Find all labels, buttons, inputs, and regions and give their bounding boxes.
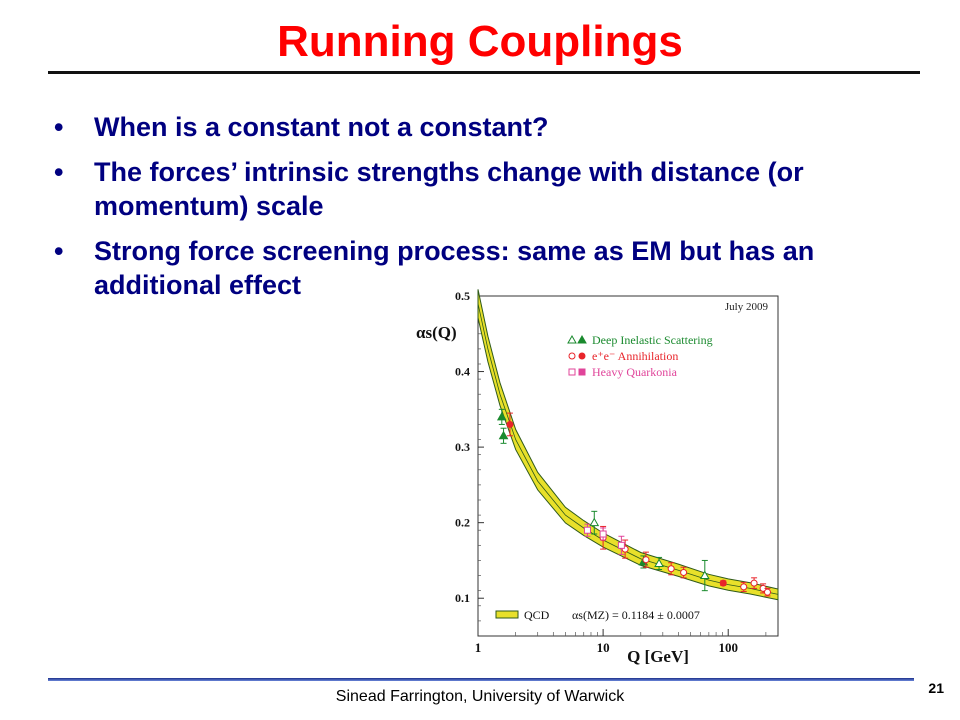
chart-date-annotation: July 2009 <box>725 301 769 313</box>
bullet-list: • When is a constant not a constant? • The… <box>54 110 924 313</box>
data-point <box>763 587 771 597</box>
qcd-alpha-value: αs(MZ) = 0.1184 ± 0.0007 <box>572 608 700 622</box>
x-tick-label: 1 <box>475 640 482 655</box>
data-point <box>740 581 748 592</box>
point-marker <box>719 579 727 587</box>
y-tick-label: 0.4 <box>455 365 470 379</box>
data-point <box>642 551 650 568</box>
point-marker <box>599 530 607 538</box>
point-marker <box>642 556 650 564</box>
y-tick-label: 0.1 <box>455 591 470 605</box>
bullet-glyph: • <box>54 157 64 187</box>
bullet-glyph: • <box>54 112 64 142</box>
bullet-text: The forces’ intrinsic strengths change w… <box>94 157 804 221</box>
point-marker <box>763 588 771 596</box>
legend-marker-filled <box>577 334 587 344</box>
page-number: 21 <box>928 680 944 696</box>
data-point <box>589 510 600 535</box>
legend-entry: Heavy Quarkonia <box>568 365 678 379</box>
legend-label: e⁺e⁻ Annihilation <box>592 349 678 363</box>
legend-entry: e⁺e⁻ Annihilation <box>568 349 678 363</box>
footer-author: Sinead Farrington, University of Warwick <box>335 688 625 705</box>
legend-marker-filled <box>578 368 586 376</box>
point-marker <box>740 583 748 591</box>
data-point <box>699 559 710 592</box>
alpha-s-running-chart: 0.1 0.2 0.3 0.4 0.5 1 10 100 Deep Inelastic Sca… <box>416 289 779 666</box>
legend-marker-open <box>568 352 576 360</box>
title-underline <box>48 71 920 74</box>
data-point <box>680 566 688 579</box>
point-marker <box>496 411 507 421</box>
x-axis-label: Q [GeV] <box>627 647 689 666</box>
point-marker <box>750 579 758 587</box>
x-tick-label: 100 <box>718 640 738 655</box>
point-marker <box>667 565 675 573</box>
bullet-glyph: • <box>54 236 64 266</box>
data-point <box>617 535 625 555</box>
footer-rule <box>48 678 914 681</box>
y-tick-label: 0.2 <box>455 516 470 530</box>
point-marker <box>506 420 514 428</box>
y-axis-label: αs(Q) <box>416 323 457 342</box>
point-marker <box>583 526 591 534</box>
point-marker <box>654 558 664 567</box>
data-point <box>583 523 591 537</box>
qcd-legend: QCD αs(MZ) = 0.1184 ± 0.0007 <box>495 608 700 622</box>
bullet-item: • Strong force screening process: same as… <box>54 234 924 302</box>
data-point <box>599 527 607 541</box>
y-tick-label: 0.5 <box>455 289 470 303</box>
qcd-legend-label: QCD <box>524 608 550 622</box>
point-marker <box>617 541 625 549</box>
point-marker <box>699 570 710 580</box>
bullet-text: When is a constant not a constant? <box>94 112 549 142</box>
data-point <box>654 556 664 571</box>
x-tick-label: 10 <box>597 640 610 655</box>
legend-marker-filled <box>578 352 586 360</box>
bullet-text: Strong force screening process: same as … <box>94 236 815 300</box>
point-marker <box>680 569 688 577</box>
y-tick-label: 0.3 <box>455 440 470 454</box>
legend-label: Heavy Quarkonia <box>592 365 678 379</box>
point-marker <box>498 430 509 440</box>
data-point <box>667 562 675 576</box>
qcd-legend-swatch <box>495 610 519 619</box>
qcd-band <box>477 289 779 601</box>
bullet-item: • The forces’ intrinsic strengths change … <box>54 155 924 223</box>
data-point <box>719 579 727 587</box>
data-point <box>496 408 507 425</box>
point-marker <box>589 517 600 527</box>
legend-entry: Deep Inelastic Scattering <box>567 333 713 347</box>
legend-marker-open <box>567 334 577 344</box>
data-point <box>498 427 509 444</box>
legend-label: Deep Inelastic Scattering <box>592 333 713 347</box>
slide-title: Running Couplings <box>277 17 683 66</box>
data-point <box>750 577 758 589</box>
bullet-item: • When is a constant not a constant? <box>54 110 924 144</box>
legend-marker-open <box>568 368 576 376</box>
data-point <box>506 412 514 437</box>
